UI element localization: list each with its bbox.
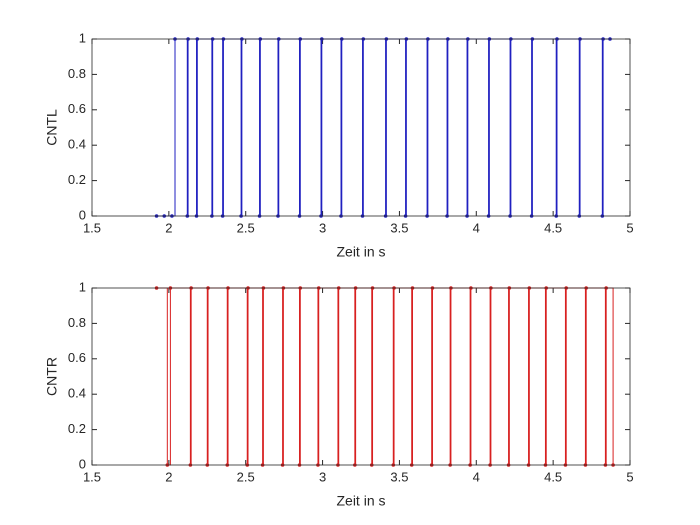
y-tick-label: 0.4	[68, 137, 86, 152]
x-tick-label: 5	[626, 220, 633, 235]
y-tick-label: 0.4	[68, 386, 86, 401]
x-tick-label: 3.5	[390, 469, 408, 484]
plot-area	[92, 39, 630, 216]
x-axis-label: Zeit in s	[336, 244, 385, 260]
y-tick-label: 0.8	[68, 315, 86, 330]
axes-box	[91, 38, 631, 217]
x-tick-label: 2	[165, 469, 172, 484]
x-tick-label: 1.5	[83, 220, 101, 235]
x-tick-label: 2.5	[237, 220, 255, 235]
x-tick-label: 1.5	[83, 469, 101, 484]
x-axis-label: Zeit in s	[336, 493, 385, 509]
y-tick-label: 0.6	[68, 350, 86, 365]
x-tick-label: 2.5	[237, 469, 255, 484]
y-tick-label: 0	[79, 456, 86, 471]
x-tick-label: 3	[319, 469, 326, 484]
x-tick-label: 2	[165, 220, 172, 235]
axes-box	[91, 287, 631, 466]
y-tick-label: 1	[79, 279, 86, 294]
x-tick-label: 3	[319, 220, 326, 235]
x-tick-label: 4	[473, 469, 480, 484]
x-tick-label: 4.5	[544, 220, 562, 235]
y-tick-label: 0.2	[68, 172, 86, 187]
y-tick-label: 0	[79, 207, 86, 222]
x-tick-label: 5	[626, 469, 633, 484]
y-tick-label: 1	[79, 30, 86, 45]
y-tick-label: 0.6	[68, 101, 86, 116]
y-axis-label: CNTL	[44, 109, 60, 146]
y-tick-label: 0.8	[68, 66, 86, 81]
plot-area	[92, 288, 630, 465]
y-axis-label: CNTR	[44, 357, 60, 396]
y-tick-label: 0.2	[68, 421, 86, 436]
x-tick-label: 3.5	[390, 220, 408, 235]
x-tick-label: 4	[473, 220, 480, 235]
x-tick-label: 4.5	[544, 469, 562, 484]
